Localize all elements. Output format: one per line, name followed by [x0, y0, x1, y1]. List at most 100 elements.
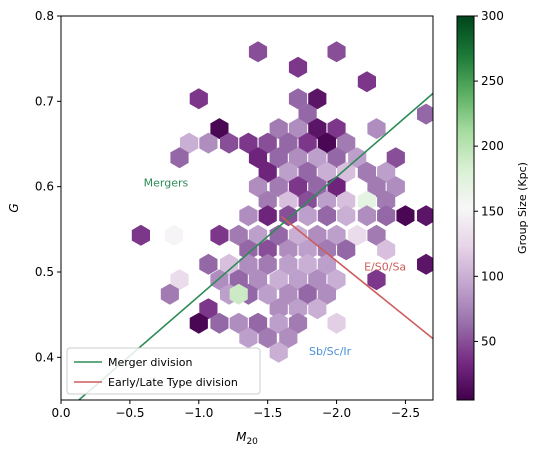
annotations: Mergers E/S0/Sa Sb/Sc/Ir [144, 177, 407, 358]
hexbin-cell [377, 161, 396, 183]
hexbin-cell [348, 224, 367, 246]
hexbin-cell [229, 312, 248, 334]
hexbin-cell [308, 176, 327, 198]
hexbin-cell [288, 298, 308, 320]
colorbar-tick-label: 250 [481, 74, 504, 88]
x-axis: 0.0 −0.5 −1.0 −1.5 −2.0 −2.5 [51, 400, 420, 420]
hexbin-cell [199, 132, 218, 154]
hexbin-cell [279, 161, 298, 183]
hexbin-cell [298, 253, 317, 275]
y-tick-label: 0.4 [35, 350, 54, 364]
hexbin-cell [298, 132, 317, 154]
hexbin-cell [386, 147, 405, 169]
y-tick-label: 0.8 [35, 9, 54, 23]
hexbin-cell [248, 41, 268, 63]
hexbin-cell [288, 118, 308, 140]
hexbin-cell [248, 176, 268, 198]
hexbin-cell [279, 239, 298, 261]
hexbin-cell [269, 269, 288, 291]
hexbin-cell [367, 224, 386, 246]
hexbin-cell [327, 312, 346, 334]
hexbin-cell [269, 118, 288, 140]
hexbin-cell [279, 190, 298, 212]
hexbin-cell [357, 71, 376, 93]
hexbin-cell [377, 190, 396, 212]
x-tick-label: −2.0 [322, 406, 351, 420]
x-tick-label: −1.0 [184, 406, 213, 420]
hexbin-cell [258, 161, 277, 183]
y-tick-label: 0.5 [35, 265, 54, 279]
hexbin-cell [288, 224, 308, 246]
hexbin-cell [279, 283, 298, 305]
hexbin-cell [269, 312, 288, 334]
hexbin-cell [317, 205, 336, 227]
hexbin-cell [269, 341, 288, 363]
hexbin-cell [279, 205, 298, 227]
hexbin-cell [269, 176, 288, 198]
colorbar-tick-label: 100 [481, 269, 504, 283]
hexbin-cell [210, 312, 229, 334]
colorbar-tick-label: 150 [481, 204, 504, 218]
hexbin-cell [180, 132, 199, 154]
hexbin-cell [131, 224, 150, 246]
hexbin-cell [377, 205, 396, 227]
hexbin-cell [317, 239, 336, 261]
hexbin-cell [229, 283, 248, 305]
hexbin-layer [131, 41, 433, 363]
hexbin-cell [298, 239, 317, 261]
hexbin-cell [367, 269, 386, 291]
colorbar-ramp [457, 16, 474, 400]
hexbin-cell [288, 176, 308, 198]
hexbin-cell [417, 205, 433, 227]
hexbin-cell [308, 269, 327, 291]
hexbin-cell [170, 269, 189, 291]
hexbin-cell [269, 298, 288, 320]
hexbin-cell [298, 103, 317, 125]
hexbin-cell [199, 298, 218, 320]
hexbin-cell [357, 190, 376, 212]
hexbin-cell [298, 161, 317, 183]
hexbin-cell [239, 239, 258, 261]
hexbin-cell [308, 88, 327, 110]
hexbin-cell [367, 118, 386, 140]
hexbin-cell [417, 253, 433, 275]
hexbin-cell [396, 205, 415, 227]
hexbin-cell [308, 224, 327, 246]
hexbin-cell [258, 190, 277, 212]
hexbin-cell [317, 283, 336, 305]
hexbin-cell [279, 327, 298, 349]
hexbin-cell [298, 283, 317, 305]
y-axis: 0.4 0.5 0.6 0.7 0.8 [35, 9, 61, 364]
hexbin-cell [317, 132, 336, 154]
hexbin-cell [199, 253, 218, 275]
colorbar-tick-label: 200 [481, 139, 504, 153]
colorbar-ticks: 50 100 150 200 250 300 [474, 9, 504, 348]
hexbin-cell [170, 147, 189, 169]
annotation-text: Mergers [144, 177, 189, 190]
hexbin-cell [239, 253, 258, 275]
hexbin-cell [279, 132, 298, 154]
hexbin-cell [258, 283, 277, 305]
hexbin-cell [317, 253, 336, 275]
x-tick-label: −2.5 [391, 406, 420, 420]
hexbin-cell [337, 205, 356, 227]
hexbin-cell [189, 312, 208, 334]
hexbin-cell [367, 176, 386, 198]
hexbin-cell [210, 224, 229, 246]
y-axis-label: G [7, 203, 21, 212]
early-late-division-line [280, 215, 433, 340]
plot-frame [60, 15, 434, 401]
hexbin-cell [327, 224, 346, 246]
colorbar-label: Group Size (Kpc) [516, 162, 529, 254]
hexbin-cell [248, 147, 268, 169]
hexbin-cell [308, 147, 327, 169]
hexbin-cell [337, 190, 356, 212]
hexbin-cell [229, 269, 248, 291]
hexbin-cell [258, 239, 277, 261]
hexbin-cell [357, 205, 376, 227]
hexbin-cell [210, 118, 229, 140]
annotation-text: E/S0/Sa [364, 260, 406, 273]
hexbin-cell [337, 132, 356, 154]
hexbin-cell [386, 176, 405, 198]
hexbin-cell [317, 161, 336, 183]
